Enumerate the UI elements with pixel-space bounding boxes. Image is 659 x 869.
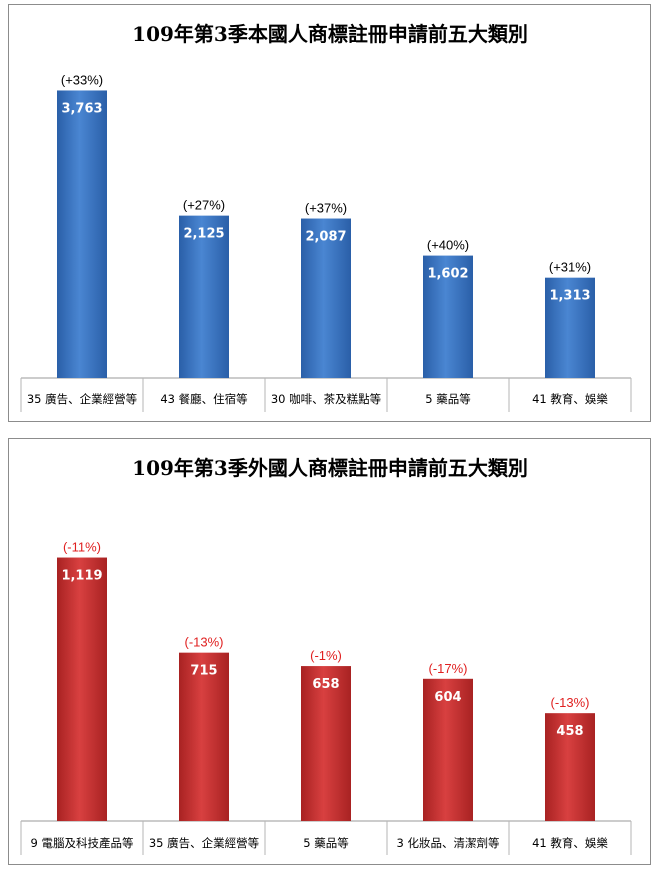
- bar: [179, 652, 229, 821]
- change-percent-label: (+37%): [305, 201, 347, 216]
- category-label: 41 教育、娛樂: [532, 836, 608, 850]
- bar-value-label: 604: [434, 690, 461, 705]
- chart-svg-foreign: 109年第3季外國人商標註冊申請前五大類別 1,119 (-11%) 9 電腦及科技…: [20, 456, 632, 855]
- change-percent-label: (-13%): [550, 695, 589, 710]
- bar-value-label: 715: [190, 664, 217, 679]
- bar-value-label: 2,087: [305, 230, 346, 245]
- bar: [545, 277, 595, 378]
- chart-panel-foreign: 109年第3季外國人商標註冊申請前五大類別 1,119 (-11%) 9 電腦及科技…: [8, 438, 651, 865]
- bar-value-label: 458: [556, 724, 583, 739]
- category-label: 41 教育、娛樂: [532, 392, 608, 406]
- category-label: 43 餐廳、住宿等: [160, 392, 247, 406]
- bar: [545, 713, 595, 821]
- bar: [301, 666, 351, 821]
- change-percent-label: (-13%): [184, 635, 223, 650]
- change-percent-label: (+27%): [183, 198, 225, 213]
- chart-title: 109年第3季外國人商標註冊申請前五大類別: [132, 456, 528, 480]
- bar-value-label: 2,125: [183, 227, 224, 242]
- bar-value-label: 658: [312, 677, 339, 692]
- chart-panel-domestic: 109年第3季本國人商標註冊申請前五大類別 3,763 (+33%) 35 廣告、企…: [8, 4, 651, 422]
- bar: [57, 90, 107, 379]
- bar: [179, 215, 229, 378]
- chart-svg-domestic: 109年第3季本國人商標註冊申請前五大類別 3,763 (+33%) 35 廣告、企…: [20, 22, 632, 412]
- change-percent-label: (-1%): [310, 648, 342, 663]
- category-label: 5 藥品等: [303, 836, 348, 850]
- category-label: 9 電腦及科技產品等: [31, 836, 134, 850]
- bar: [57, 557, 107, 821]
- change-percent-label: (+40%): [427, 238, 469, 253]
- bar-value-label: 3,763: [61, 101, 102, 116]
- change-percent-label: (-11%): [63, 540, 101, 555]
- bar-value-label: 1,602: [427, 267, 468, 282]
- bar-value-label: 1,313: [549, 289, 590, 304]
- category-label: 35 廣告、企業經營等: [149, 836, 259, 850]
- bar-value-label: 1,119: [61, 569, 102, 584]
- bar: [423, 255, 473, 378]
- category-label: 3 化妝品、清潔劑等: [397, 836, 500, 850]
- bar: [301, 218, 351, 378]
- category-label: 5 藥品等: [425, 392, 470, 406]
- chart-title: 109年第3季本國人商標註冊申請前五大類別: [132, 22, 528, 46]
- category-label: 35 廣告、企業經營等: [27, 392, 137, 406]
- change-percent-label: (+31%): [549, 260, 591, 275]
- category-label: 30 咖啡、茶及糕點等: [271, 392, 381, 406]
- change-percent-label: (+33%): [61, 72, 103, 87]
- bar: [423, 678, 473, 821]
- change-percent-label: (-17%): [428, 661, 467, 676]
